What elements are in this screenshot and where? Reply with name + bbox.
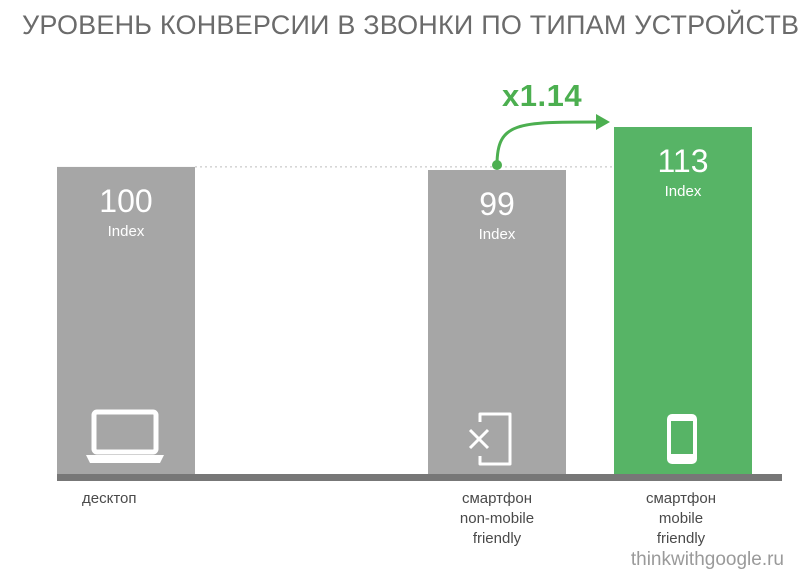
category-label-desktop: десктоп (82, 489, 232, 509)
chart-title: УРОВЕНЬ КОНВЕРСИИ В ЗВОНКИ ПО ТИПАМ УСТР… (22, 10, 800, 40)
smartphone-icon (667, 414, 697, 464)
bar-value-label: 113 (657, 143, 708, 179)
source-footer: thinkwithgoogle.ru (630, 549, 784, 570)
laptop-icon (86, 409, 164, 463)
category-label-line: friendly (472, 530, 522, 547)
bar-value-label: 100 (99, 183, 152, 219)
category-label-line: смартфон (645, 490, 716, 507)
bar-unit-label: Index (108, 223, 145, 240)
category-label-mobile-friendly: смартфон mobile friendly (606, 489, 756, 549)
bar-unit-label: Index (665, 183, 702, 200)
baseline (57, 474, 782, 481)
multiplier-label: x1.14 (502, 78, 583, 113)
category-label-line: mobile (658, 510, 704, 527)
category-label-line: смартфон (461, 490, 532, 507)
growth-arrow (495, 120, 601, 165)
bar (428, 169, 566, 474)
bar-unit-label: Index (479, 226, 516, 243)
category-label-line: friendly (656, 530, 706, 547)
arrow-head (596, 114, 610, 130)
category-label-non-mobile-friendly: смартфон non-mobile friendly (422, 489, 572, 549)
category-label-line: non-mobile (459, 510, 535, 527)
bar-value-label: 99 (479, 186, 515, 222)
category-label-line: десктоп (82, 490, 137, 507)
bar (57, 166, 195, 474)
phone-crossed-icon (468, 412, 512, 466)
